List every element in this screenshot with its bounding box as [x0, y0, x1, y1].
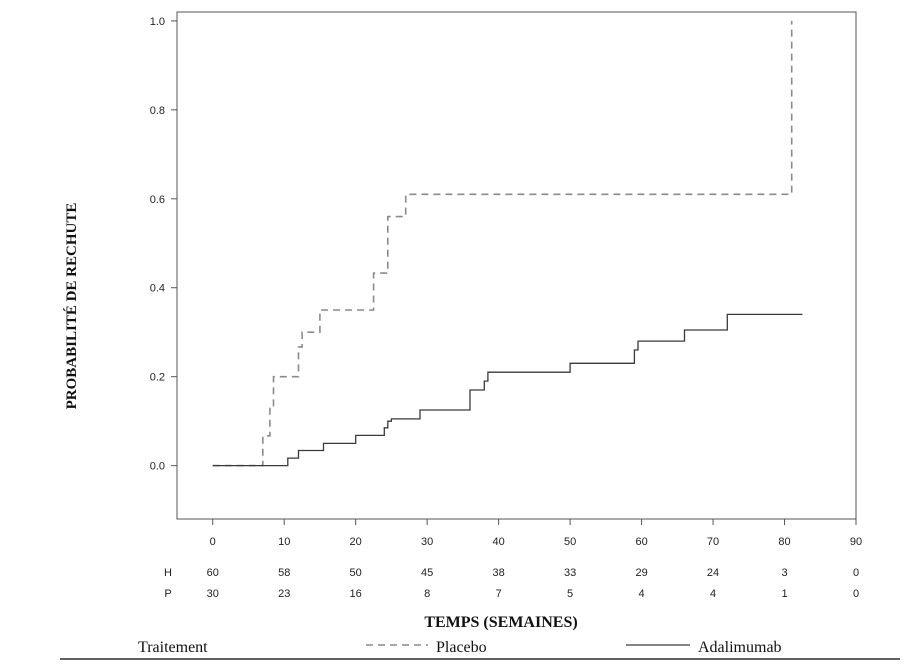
x-axis-label: TEMPS (SEMAINES)	[424, 614, 577, 631]
risk-cell: 3	[781, 567, 787, 579]
y-tick-label: 0.4	[150, 283, 165, 295]
risk-table: H 60 58 50 45 38 33 29 24 3 0P 30 23 16 8 7 5 4 4 1 0	[164, 567, 859, 600]
risk-cell: 8	[424, 588, 430, 600]
risk-cell: 0	[853, 567, 859, 579]
legend-label-adalimumab: Adalimumab	[698, 639, 782, 656]
risk-cell: 16	[350, 588, 362, 600]
y-tick-label: 0.6	[150, 194, 165, 206]
x-axis: 0 10 20 30 40 50 60 70 80 90	[210, 519, 862, 548]
risk-cell: 33	[564, 567, 576, 579]
x-tick-label: 0	[210, 536, 216, 548]
risk-cell: 29	[635, 567, 647, 579]
x-tick-label: 80	[778, 536, 790, 548]
x-tick-label: 90	[850, 536, 862, 548]
y-tick-label: 0.2	[150, 372, 165, 384]
risk-cell: 4	[710, 588, 716, 600]
y-axis: 0.0 0.2 0.4 0.6 0.8 1.0	[150, 16, 177, 473]
risk-cell: 60	[207, 567, 219, 579]
legend-title: Traitement	[138, 639, 208, 656]
risk-cell: 5	[567, 588, 573, 600]
risk-cell: 58	[278, 567, 290, 579]
risk-cell: 30	[207, 588, 219, 600]
risk-cell: 38	[493, 567, 505, 579]
x-tick-label: 30	[421, 536, 433, 548]
y-axis-label: PROBABILITÉ DE RECHUTE	[63, 203, 80, 410]
legend: Traitement Placebo Adalimumab	[138, 639, 782, 656]
y-tick-label: 0.8	[150, 105, 165, 117]
legend-label-placebo: Placebo	[436, 639, 487, 656]
series-line-adalimumab	[212, 313, 803, 467]
risk-cell: 24	[707, 567, 719, 579]
y-tick-label: 0.0	[150, 461, 165, 473]
risk-cell: 4	[639, 588, 645, 600]
risk-row-label: P	[164, 588, 171, 600]
series-group	[212, 20, 803, 467]
risk-cell: 50	[350, 567, 362, 579]
risk-cell: 7	[496, 588, 502, 600]
risk-cell: 23	[278, 588, 290, 600]
risk-cell: 1	[781, 588, 787, 600]
plot-frame	[176, 11, 857, 520]
x-tick-label: 40	[493, 536, 505, 548]
risk-row-label: H	[164, 567, 172, 579]
x-tick-label: 20	[350, 536, 362, 548]
series-line-placebo	[212, 20, 793, 467]
x-tick-label: 70	[707, 536, 719, 548]
x-tick-label: 60	[635, 536, 647, 548]
risk-cell: 45	[421, 567, 433, 579]
risk-cell: 0	[853, 588, 859, 600]
y-tick-label: 1.0	[150, 16, 165, 28]
x-tick-label: 50	[564, 536, 576, 548]
x-tick-label: 10	[278, 536, 290, 548]
